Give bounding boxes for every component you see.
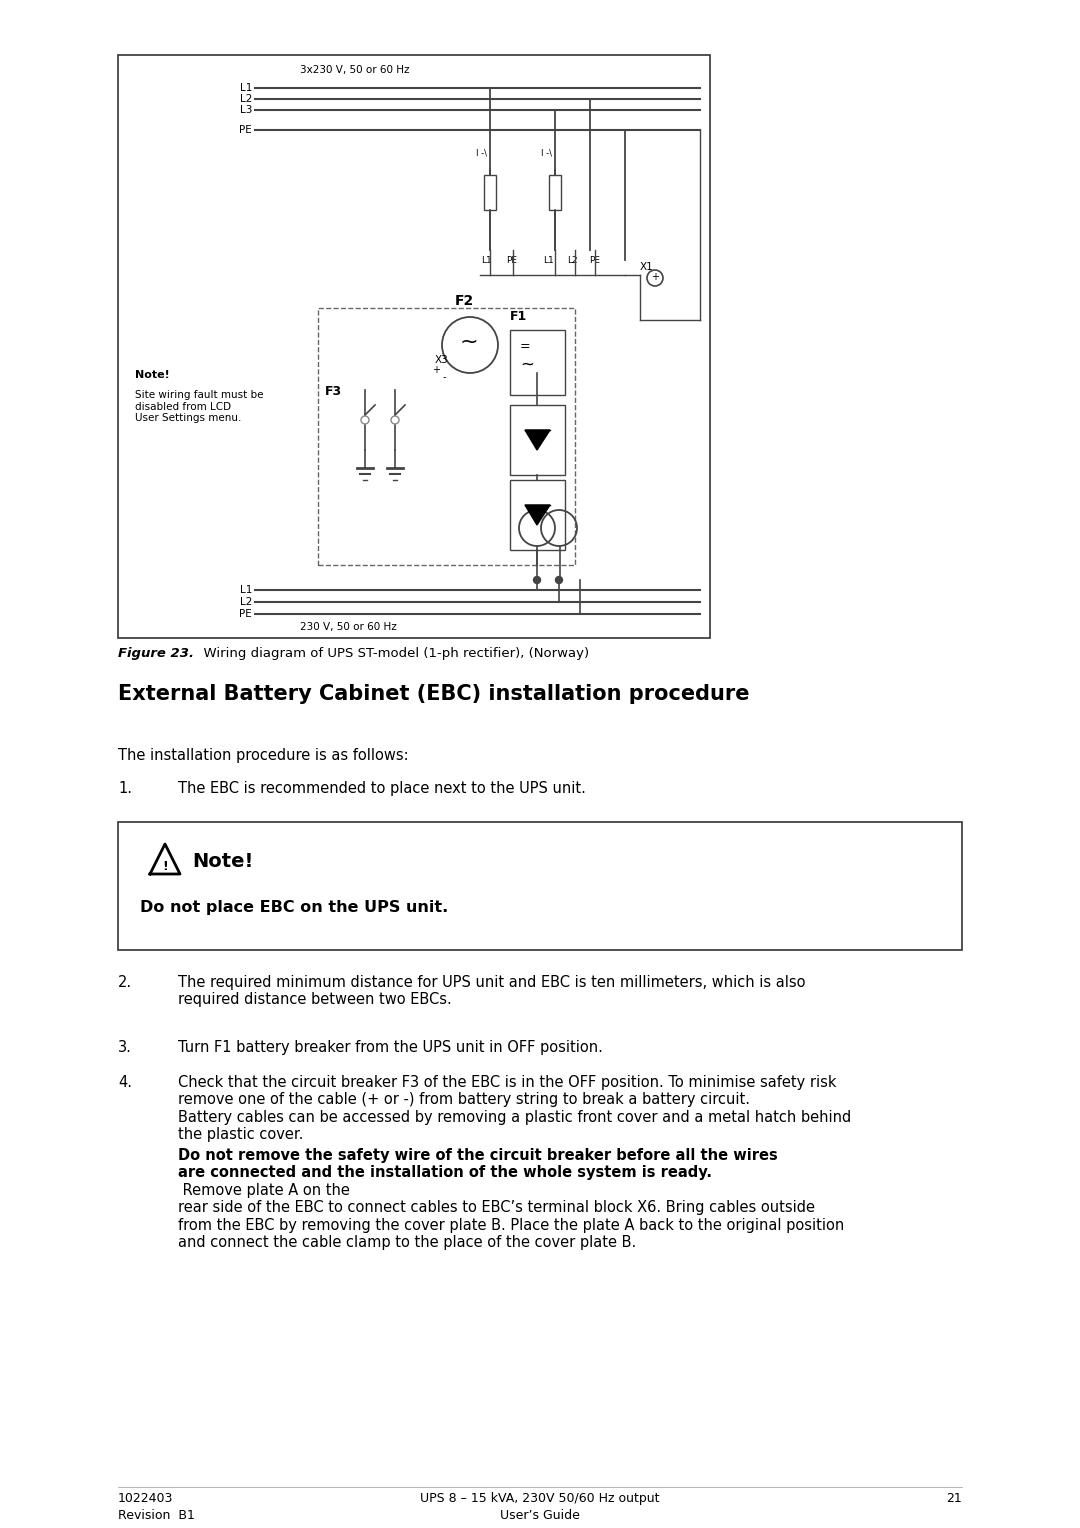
Text: Note!: Note! bbox=[192, 853, 254, 871]
Text: L1: L1 bbox=[240, 83, 252, 93]
Text: PE: PE bbox=[240, 610, 252, 619]
Text: PE: PE bbox=[507, 257, 517, 264]
Text: 1022403: 1022403 bbox=[118, 1491, 174, 1505]
Text: Wiring diagram of UPS ST-model (1-ph rectifier), (Norway): Wiring diagram of UPS ST-model (1-ph rec… bbox=[195, 646, 589, 660]
Text: F3: F3 bbox=[325, 385, 342, 397]
Bar bbox=[510, 405, 565, 475]
Text: External Battery Cabinet (EBC) installation procedure: External Battery Cabinet (EBC) installat… bbox=[118, 685, 750, 704]
Text: -: - bbox=[443, 371, 446, 382]
Text: The EBC is recommended to place next to the UPS unit.: The EBC is recommended to place next to … bbox=[178, 781, 585, 796]
Polygon shape bbox=[525, 504, 550, 526]
Text: L2: L2 bbox=[240, 597, 252, 607]
Text: ~: ~ bbox=[519, 356, 534, 374]
Text: 2.: 2. bbox=[118, 975, 132, 990]
Text: F2: F2 bbox=[455, 293, 474, 309]
Text: 230 V, 50 or 60 Hz: 230 V, 50 or 60 Hz bbox=[300, 622, 396, 633]
Bar bbox=[484, 176, 496, 209]
Text: Note!: Note! bbox=[135, 370, 170, 380]
Text: PE: PE bbox=[240, 125, 252, 134]
Polygon shape bbox=[525, 429, 550, 451]
Text: =: = bbox=[519, 341, 530, 353]
Text: +: + bbox=[651, 272, 659, 283]
Polygon shape bbox=[150, 843, 180, 874]
Text: L2: L2 bbox=[567, 257, 578, 264]
Bar bbox=[549, 176, 561, 209]
Text: Site wiring fault must be
disabled from LCD
User Settings menu.: Site wiring fault must be disabled from … bbox=[135, 390, 264, 423]
Bar bbox=[318, 309, 575, 565]
Text: Turn F1 battery breaker from the UPS unit in OFF position.: Turn F1 battery breaker from the UPS uni… bbox=[178, 1041, 603, 1054]
Text: F1: F1 bbox=[510, 310, 527, 322]
Text: 21: 21 bbox=[946, 1491, 962, 1505]
Text: +: + bbox=[432, 365, 440, 374]
Text: Remove plate A on the
rear side of the EBC to connect cables to EBC’s terminal b: Remove plate A on the rear side of the E… bbox=[178, 1183, 845, 1250]
Text: User’s Guide: User’s Guide bbox=[500, 1510, 580, 1522]
Text: ~: ~ bbox=[460, 332, 478, 351]
Text: L1: L1 bbox=[543, 257, 554, 264]
Text: Do not remove the safety wire of the circuit breaker before all the wires
are co: Do not remove the safety wire of the cir… bbox=[178, 1148, 778, 1181]
Text: L2: L2 bbox=[240, 95, 252, 104]
Text: I -\: I -\ bbox=[476, 148, 487, 157]
Text: PE: PE bbox=[590, 257, 600, 264]
Text: Revision  B1: Revision B1 bbox=[118, 1510, 194, 1522]
Circle shape bbox=[555, 576, 563, 584]
Text: L3: L3 bbox=[240, 105, 252, 115]
Text: 1.: 1. bbox=[118, 781, 132, 796]
Text: X1: X1 bbox=[640, 261, 653, 272]
Text: X3: X3 bbox=[435, 354, 449, 365]
Circle shape bbox=[534, 576, 540, 584]
Text: The required minimum distance for UPS unit and EBC is ten millimeters, which is : The required minimum distance for UPS un… bbox=[178, 975, 806, 1007]
Text: L1: L1 bbox=[240, 585, 252, 594]
Text: The installation procedure is as follows:: The installation procedure is as follows… bbox=[118, 749, 408, 762]
Text: 3x230 V, 50 or 60 Hz: 3x230 V, 50 or 60 Hz bbox=[300, 66, 409, 75]
Text: 3.: 3. bbox=[118, 1041, 132, 1054]
Text: L1: L1 bbox=[481, 257, 491, 264]
Text: UPS 8 – 15 kVA, 230V 50/60 Hz output: UPS 8 – 15 kVA, 230V 50/60 Hz output bbox=[420, 1491, 660, 1505]
Bar bbox=[118, 822, 962, 950]
Bar bbox=[118, 55, 710, 639]
Text: !: ! bbox=[162, 859, 167, 872]
Bar bbox=[510, 480, 565, 550]
Text: Figure 23.: Figure 23. bbox=[118, 646, 194, 660]
Text: 4.: 4. bbox=[118, 1076, 132, 1089]
Text: Do not place EBC on the UPS unit.: Do not place EBC on the UPS unit. bbox=[140, 900, 448, 915]
Text: Check that the circuit breaker F3 of the EBC is in the OFF position. To minimise: Check that the circuit breaker F3 of the… bbox=[178, 1076, 851, 1143]
Bar bbox=[510, 330, 565, 396]
Text: I -\: I -\ bbox=[541, 148, 552, 157]
